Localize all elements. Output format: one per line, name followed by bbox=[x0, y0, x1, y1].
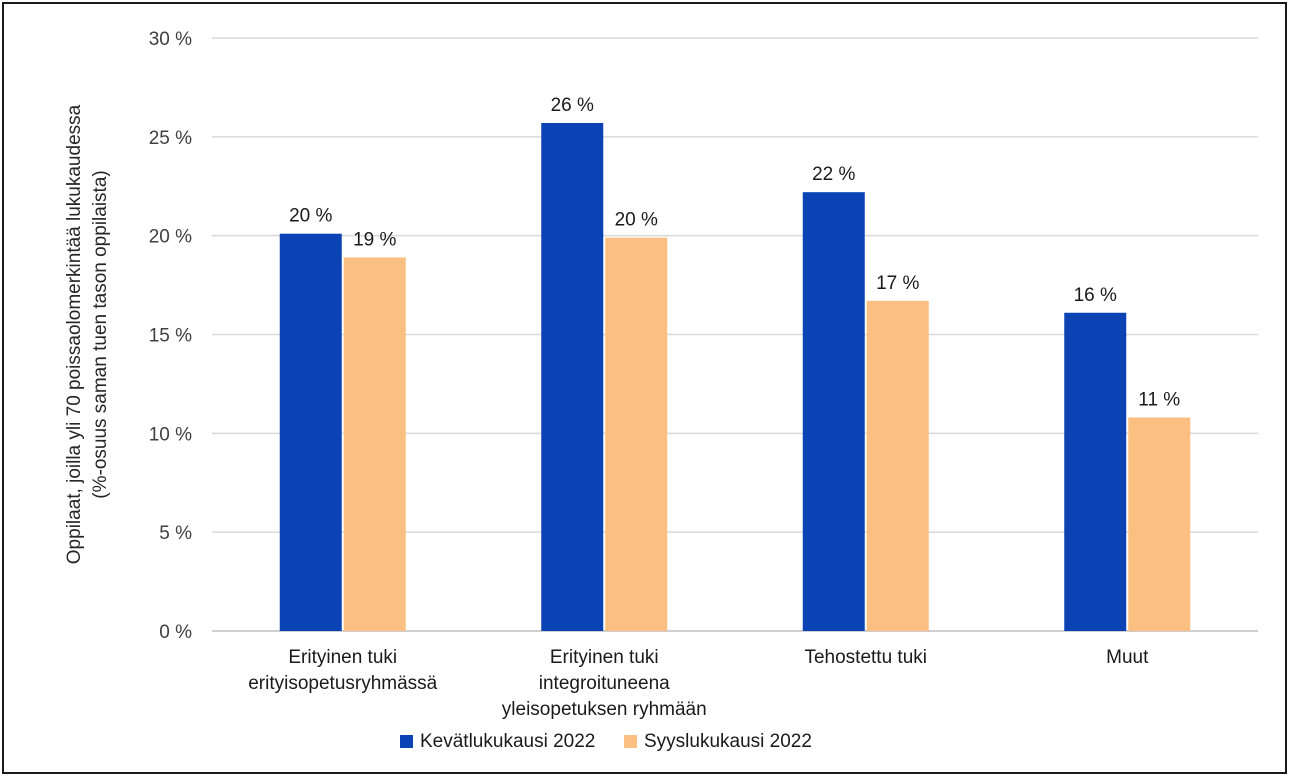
y-axis-label: Oppilaat, joilla yli 70 poissaolomerkint… bbox=[64, 104, 111, 564]
x-category-label: erityisopetusryhmässä bbox=[248, 673, 437, 694]
data-label: 20 % bbox=[289, 206, 332, 227]
y-tick-label: 20 % bbox=[149, 227, 192, 248]
data-label: 26 % bbox=[551, 95, 594, 116]
bar bbox=[343, 257, 406, 631]
data-label: 16 % bbox=[1074, 285, 1117, 306]
data-label: 20 % bbox=[615, 210, 658, 231]
y-tick-label: 0 % bbox=[159, 622, 192, 643]
y-tick-label: 5 % bbox=[159, 523, 192, 544]
bar bbox=[802, 192, 865, 631]
data-label: 22 % bbox=[812, 164, 855, 185]
bar bbox=[1064, 312, 1127, 631]
legend-label: Syyslukukausi 2022 bbox=[644, 731, 812, 752]
x-category-label: yleisopetuksen ryhmään bbox=[502, 699, 707, 720]
bars bbox=[279, 122, 1191, 632]
y-axis-title: Oppilaat, joilla yli 70 poissaolomerkint… bbox=[64, 104, 85, 564]
x-category-label: Erityinen tuki bbox=[550, 647, 659, 668]
x-category-label: Tehostettu tuki bbox=[804, 647, 927, 668]
bar bbox=[866, 300, 929, 631]
x-axis-categories: Erityinen tuki erityisopetusryhmässä Erity… bbox=[248, 647, 1149, 720]
x-category-label: Muut bbox=[1106, 647, 1149, 668]
x-category-label: integroituneena bbox=[539, 673, 670, 694]
bar bbox=[605, 237, 668, 632]
legend-swatch bbox=[624, 735, 637, 748]
y-tick-label: 10 % bbox=[149, 424, 192, 445]
y-axis-title: (%-osuus saman tuen tason oppilaista) bbox=[90, 170, 111, 498]
bar bbox=[279, 233, 342, 631]
legend: Kevätlukukausi 2022 Syyslukukausi 2022 bbox=[400, 731, 812, 752]
data-label: 19 % bbox=[353, 229, 396, 250]
data-labels: 20 % 26 % 22 % 16 % 19 % 20 % 17 % 11 % bbox=[289, 95, 1180, 411]
y-axis-ticks: 0 % 5 % 10 % 15 % 20 % 25 % 30 % bbox=[149, 29, 192, 643]
legend-swatch bbox=[400, 735, 413, 748]
bar bbox=[541, 122, 604, 631]
y-tick-label: 25 % bbox=[149, 128, 192, 149]
data-label: 17 % bbox=[876, 273, 919, 294]
bar bbox=[1128, 417, 1191, 631]
legend-label: Kevätlukukausi 2022 bbox=[420, 731, 595, 752]
y-tick-label: 30 % bbox=[149, 29, 192, 50]
x-category-label: Erityinen tuki bbox=[288, 647, 397, 668]
data-label: 11 % bbox=[1138, 390, 1180, 411]
y-tick-label: 15 % bbox=[149, 326, 192, 347]
